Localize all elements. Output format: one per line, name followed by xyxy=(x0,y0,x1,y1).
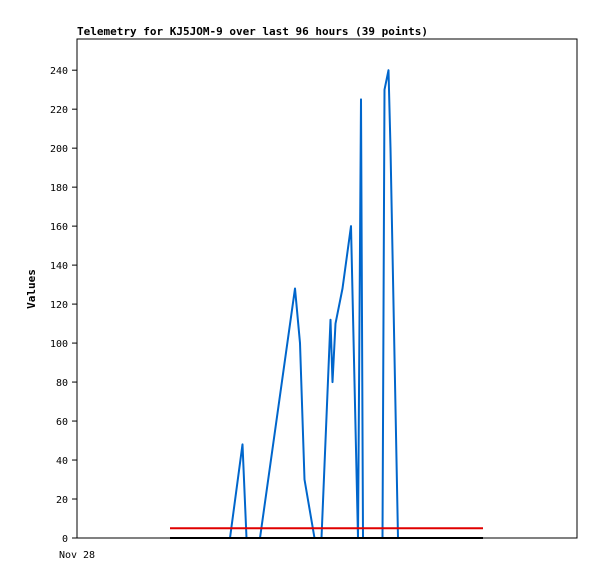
y-tick-label: 180 xyxy=(50,183,68,194)
x-axis: Nov 28 xyxy=(59,550,95,561)
y-tick-label: 120 xyxy=(50,300,68,311)
y-tick-label: 100 xyxy=(50,339,68,350)
chart-title: Telemetry for KJ5JOM-9 over last 96 hour… xyxy=(77,25,428,38)
y-axis: 0 20 40 60 80 100 120 140 160 180 200 220 240 xyxy=(50,66,77,545)
y-tick-label: 80 xyxy=(56,378,68,389)
x-tick-label: Nov 28 xyxy=(59,550,95,561)
y-tick-label: 20 xyxy=(56,495,68,506)
y-tick-label: 60 xyxy=(56,417,68,428)
plot-area xyxy=(76,38,578,539)
y-axis-label: Values xyxy=(25,269,38,309)
y-tick-label: 240 xyxy=(50,66,68,77)
y-tick-label: 0 xyxy=(62,534,68,545)
y-tick-label: 160 xyxy=(50,222,68,233)
y-tick-label: 200 xyxy=(50,144,68,155)
series-line-0 xyxy=(229,69,400,539)
y-tick-label: 220 xyxy=(50,105,68,116)
series-layer xyxy=(170,69,483,539)
y-tick-label: 140 xyxy=(50,261,68,272)
y-tick-label: 40 xyxy=(56,456,68,467)
